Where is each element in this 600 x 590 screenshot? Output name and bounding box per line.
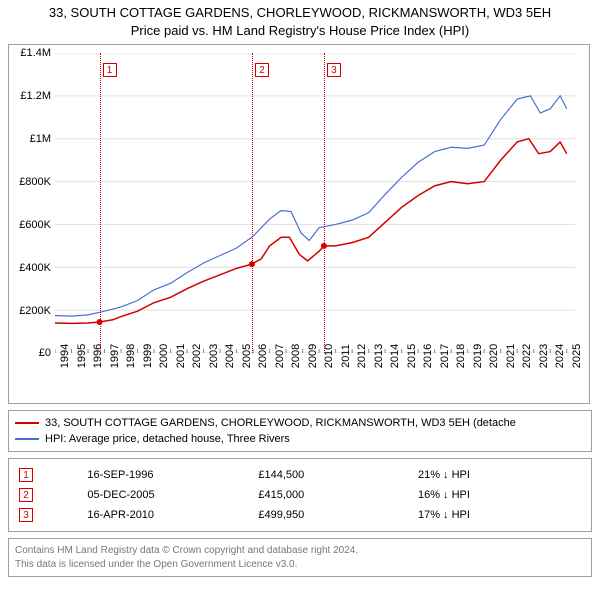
license-line2: This data is licensed under the Open Gov…	[15, 558, 585, 572]
x-axis-label: 1999	[142, 344, 154, 368]
plot-area: £0£200K£400K£600K£800K£1M£1.2M£1.4M19941…	[55, 53, 575, 353]
x-axis-label: 2015	[406, 344, 418, 368]
x-axis-label: 2012	[356, 344, 368, 368]
x-axis-label: 2022	[521, 344, 533, 368]
x-axis-label: 2008	[290, 344, 302, 368]
chart-title: 33, SOUTH COTTAGE GARDENS, CHORLEYWOOD, …	[8, 4, 592, 40]
event-marker: 3	[19, 508, 33, 522]
table-row: 1 16-SEP-1996£144,50021% ↓ HPI	[15, 465, 585, 485]
legend-item: 33, SOUTH COTTAGE GARDENS, CHORLEYWOOD, …	[15, 415, 585, 431]
y-axis-label: £1.4M	[20, 47, 51, 59]
x-axis-label: 2006	[257, 344, 269, 368]
x-axis-label: 2004	[224, 344, 236, 368]
event-vline	[324, 53, 325, 353]
y-axis-label: £1M	[30, 133, 51, 145]
event-marker: 2	[19, 488, 33, 502]
x-axis-label: 1998	[125, 344, 137, 368]
event-flag: 3	[327, 63, 341, 77]
legend-label: HPI: Average price, detached house, Thre…	[45, 433, 290, 445]
x-axis-label: 2025	[571, 344, 583, 368]
y-axis-label: £1.2M	[20, 90, 51, 102]
event-diff: 17% ↓ HPI	[414, 505, 585, 525]
y-axis-label: £400K	[19, 262, 51, 274]
x-axis-label: 2001	[175, 344, 187, 368]
x-axis-label: 1994	[59, 344, 71, 368]
x-axis-label: 2014	[389, 344, 401, 368]
x-axis-label: 2021	[505, 344, 517, 368]
x-axis-label: 2017	[439, 344, 451, 368]
y-axis-label: £600K	[19, 219, 51, 231]
x-axis-label: 2009	[307, 344, 319, 368]
event-date: 16-SEP-1996	[83, 465, 254, 485]
x-axis-label: 2011	[340, 345, 352, 369]
legend-swatch	[15, 422, 39, 424]
x-axis-label: 2018	[455, 344, 467, 368]
x-axis-label: 2024	[554, 344, 566, 368]
event-price: £415,000	[254, 485, 414, 505]
x-axis-label: 1995	[76, 344, 88, 368]
title-line1: 33, SOUTH COTTAGE GARDENS, CHORLEYWOOD, …	[8, 4, 592, 22]
event-date: 05-DEC-2005	[83, 485, 254, 505]
events-table: 1 16-SEP-1996£144,50021% ↓ HPI 2 05-DEC-200…	[8, 458, 592, 532]
title-line2: Price paid vs. HM Land Registry's House …	[8, 22, 592, 40]
x-axis-label: 2002	[191, 344, 203, 368]
x-axis-label: 2010	[323, 344, 335, 368]
legend-swatch	[15, 438, 39, 440]
y-axis-label: £0	[39, 347, 51, 359]
x-axis-label: 2016	[422, 344, 434, 368]
y-axis-label: £200K	[19, 305, 51, 317]
event-date: 16-APR-2010	[83, 505, 254, 525]
x-axis-label: 1997	[109, 344, 121, 368]
event-vline	[252, 53, 253, 353]
x-axis-label: 1996	[92, 344, 104, 368]
license-note: Contains HM Land Registry data © Crown c…	[8, 538, 592, 577]
event-price: £144,500	[254, 465, 414, 485]
x-axis-label: 2007	[274, 344, 286, 368]
line-chart: £0 £200K £400K £600K £800K £1M £1.2M £1.4M 1994 1…	[8, 44, 590, 404]
table-row: 2 05-DEC-2005£415,00016% ↓ HPI	[15, 485, 585, 505]
license-line1: Contains HM Land Registry data © Crown c…	[15, 544, 585, 558]
event-flag: 2	[255, 63, 269, 77]
event-price: £499,950	[254, 505, 414, 525]
event-vline	[100, 53, 101, 353]
legend: 33, SOUTH COTTAGE GARDENS, CHORLEYWOOD, …	[8, 410, 592, 452]
x-axis-label: 2005	[241, 344, 253, 368]
event-marker: 1	[19, 468, 33, 482]
y-axis-label: £800K	[19, 176, 51, 188]
x-axis-label: 2019	[472, 344, 484, 368]
x-axis-label: 2023	[538, 344, 550, 368]
event-diff: 21% ↓ HPI	[414, 465, 585, 485]
x-axis-label: 2020	[488, 344, 500, 368]
legend-item: HPI: Average price, detached house, Thre…	[15, 431, 585, 447]
x-axis-label: 2003	[208, 344, 220, 368]
x-axis-label: 2013	[373, 344, 385, 368]
event-diff: 16% ↓ HPI	[414, 485, 585, 505]
legend-label: 33, SOUTH COTTAGE GARDENS, CHORLEYWOOD, …	[45, 417, 516, 429]
table-row: 3 16-APR-2010£499,95017% ↓ HPI	[15, 505, 585, 525]
event-flag: 1	[103, 63, 117, 77]
x-axis-label: 2000	[158, 344, 170, 368]
